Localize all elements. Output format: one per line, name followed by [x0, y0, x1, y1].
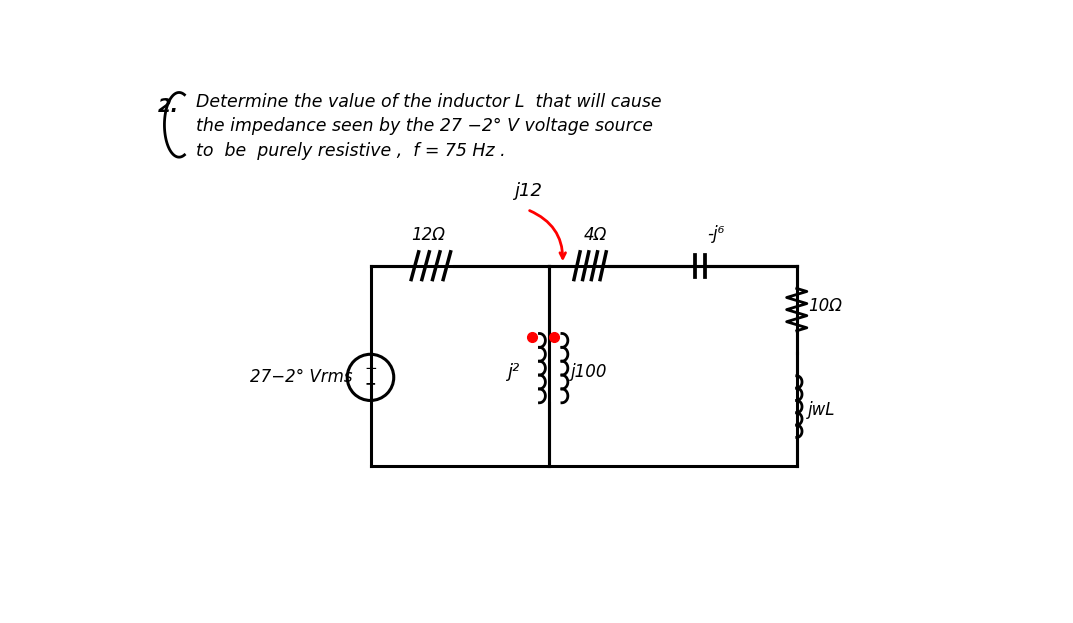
Text: 12Ω: 12Ω	[412, 226, 445, 244]
Text: j100: j100	[571, 363, 607, 381]
Text: -j⁶: -j⁶	[707, 225, 725, 242]
Text: Determine the value of the inductor L  that will cause: Determine the value of the inductor L th…	[196, 93, 662, 111]
Text: 10Ω: 10Ω	[808, 297, 842, 315]
Text: −: −	[364, 361, 377, 376]
Text: j²: j²	[506, 363, 519, 381]
Text: 27−2° Vrms: 27−2° Vrms	[250, 368, 353, 386]
Text: to  be  purely resistive ,  f = 75 Hz .: to be purely resistive , f = 75 Hz .	[196, 142, 505, 160]
Text: 4Ω: 4Ω	[584, 226, 607, 244]
Text: the impedance seen by the 27 −2° V voltage source: the impedance seen by the 27 −2° V volta…	[196, 117, 653, 135]
Text: j12: j12	[514, 183, 542, 200]
Text: +: +	[365, 378, 377, 391]
Text: jwL: jwL	[808, 401, 835, 419]
Text: 2.: 2.	[158, 97, 178, 116]
